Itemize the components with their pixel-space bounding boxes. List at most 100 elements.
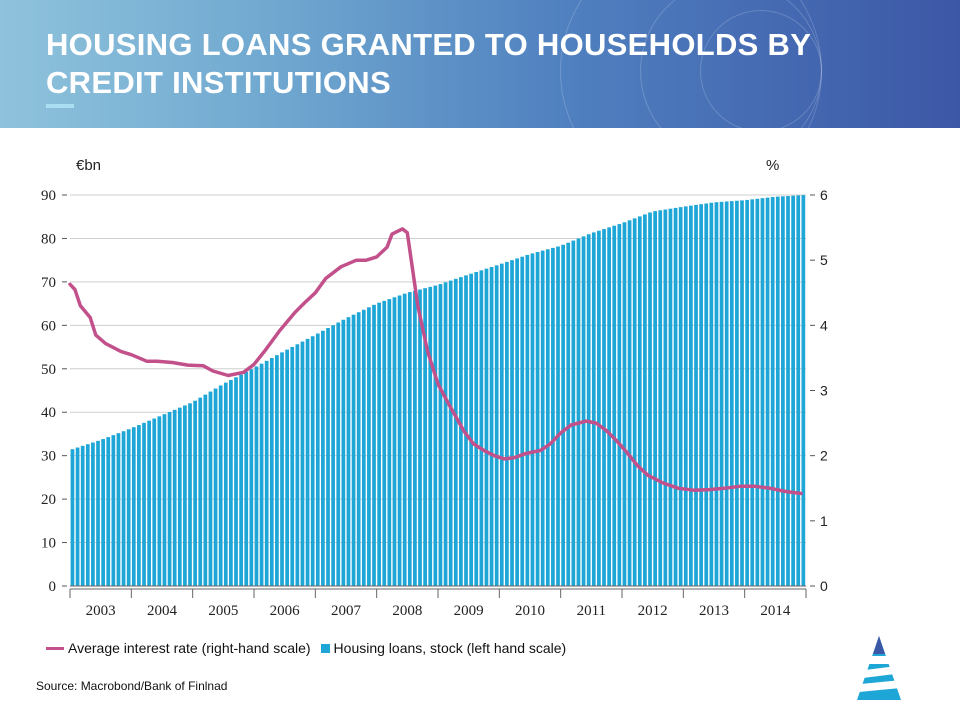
loan-stock-bar bbox=[392, 297, 397, 586]
loan-stock-bar bbox=[402, 293, 407, 586]
axes: 0 10 20 30 40 50 60 70 80 90 0 1 2 3 4 5 6 2003 2004 2005 20… bbox=[41, 187, 828, 619]
loan-stock-bar bbox=[740, 200, 744, 586]
loan-stock-bar bbox=[459, 277, 463, 586]
legend-label-housing-loans: Housing loans, stock (left hand scale) bbox=[333, 640, 567, 656]
loan-stock-bar bbox=[111, 435, 116, 586]
x-tick-label: 2008 bbox=[392, 603, 422, 619]
loan-stock-bar bbox=[377, 302, 381, 586]
x-tick-label: 2013 bbox=[699, 603, 729, 619]
loan-stock-bar bbox=[704, 203, 709, 586]
loan-stock-bar bbox=[801, 195, 806, 586]
line-series bbox=[68, 227, 803, 496]
loan-stock-bar bbox=[315, 333, 320, 586]
loan-stock-bar bbox=[499, 263, 504, 586]
loan-stock-bar bbox=[535, 252, 540, 586]
loan-stock-bar bbox=[372, 304, 376, 586]
loan-stock-bar bbox=[755, 198, 760, 586]
left-axis-unit: €bn bbox=[76, 157, 101, 174]
loan-stock-bar bbox=[658, 210, 663, 587]
bar-series bbox=[70, 195, 806, 587]
loan-stock-bar bbox=[351, 314, 356, 586]
loan-stock-bar bbox=[515, 258, 519, 586]
legend-label-interest-rate: Average interest rate (right-hand scale) bbox=[68, 640, 311, 656]
loan-stock-bar bbox=[627, 220, 632, 586]
loan-stock-bar bbox=[341, 319, 346, 586]
legend-line-swatch bbox=[46, 646, 64, 650]
loan-stock-bar bbox=[407, 292, 412, 586]
loan-stock-bar bbox=[770, 197, 775, 586]
loan-stock-bar bbox=[719, 201, 724, 586]
loan-stock-bar bbox=[545, 249, 550, 586]
x-tick-label: 2012 bbox=[638, 603, 668, 619]
right-tick-label: 2 bbox=[820, 448, 828, 464]
loan-stock-bar bbox=[382, 300, 387, 586]
left-tick-label: 70 bbox=[41, 275, 56, 291]
loan-stock-bar bbox=[300, 341, 305, 586]
x-tick-label: 2006 bbox=[270, 603, 301, 619]
loan-stock-bar bbox=[85, 444, 90, 586]
loan-stock-bar bbox=[643, 214, 647, 586]
loan-stock-bar bbox=[689, 205, 693, 586]
loan-stock-bar bbox=[729, 201, 734, 587]
loan-stock-bar bbox=[137, 425, 141, 586]
loan-stock-bar bbox=[663, 209, 668, 586]
right-tick-label: 0 bbox=[820, 578, 828, 594]
loan-stock-bar bbox=[561, 244, 565, 586]
left-tick-label: 20 bbox=[41, 492, 56, 508]
right-tick-label: 3 bbox=[820, 383, 828, 399]
loan-stock-bar bbox=[653, 211, 657, 586]
loan-stock-bar bbox=[208, 391, 213, 586]
loan-stock-bar bbox=[551, 247, 555, 586]
loan-stock-bar bbox=[264, 360, 269, 586]
right-tick-label: 5 bbox=[820, 252, 828, 268]
loan-stock-bar bbox=[591, 232, 596, 586]
loan-stock-bar bbox=[597, 230, 601, 586]
loan-stock-bar bbox=[126, 429, 131, 586]
loan-stock-bar bbox=[367, 307, 371, 586]
loan-stock-bar bbox=[131, 427, 136, 586]
loan-stock-bar bbox=[453, 278, 458, 586]
loan-stock-bar bbox=[326, 328, 330, 586]
loan-stock-bar bbox=[520, 256, 525, 586]
x-tick-label: 2010 bbox=[515, 603, 545, 619]
interest-rate-line bbox=[68, 227, 803, 496]
loan-stock-bar bbox=[116, 433, 121, 586]
loan-stock-bar bbox=[673, 207, 678, 586]
right-tick-label: 6 bbox=[820, 187, 828, 203]
source-note: Source: Macrobond/Bank of Finlnad bbox=[36, 679, 228, 693]
chart-area: €bn % 0 10 20 30 40 50 60 70 80 90 0 1 2 3 4 5 6 2003 2004… bbox=[41, 157, 828, 619]
loan-stock-bar bbox=[525, 254, 530, 586]
loan-stock-bar bbox=[735, 200, 739, 586]
loan-stock-bar bbox=[157, 416, 162, 586]
loan-stock-bar bbox=[428, 286, 433, 586]
loan-stock-bar bbox=[796, 195, 801, 586]
loan-stock-bar bbox=[223, 382, 228, 586]
loan-stock-bar bbox=[464, 275, 468, 586]
loan-stock-bar bbox=[336, 322, 341, 586]
loan-stock-bar bbox=[305, 338, 310, 586]
loan-stock-bar bbox=[361, 309, 366, 586]
loan-stock-bar bbox=[234, 377, 238, 586]
loan-stock-bar bbox=[91, 442, 95, 586]
loan-stock-bar bbox=[576, 238, 581, 586]
loan-stock-bar bbox=[397, 295, 402, 586]
loan-stock-bar bbox=[556, 246, 560, 586]
loan-stock-bar bbox=[321, 330, 325, 586]
loan-stock-bar bbox=[96, 440, 100, 586]
loan-stock-bar bbox=[101, 439, 105, 586]
legend: Average interest rate (right-hand scale)… bbox=[46, 640, 576, 656]
loan-stock-bar bbox=[121, 431, 126, 586]
loan-stock-bar bbox=[147, 420, 151, 586]
loan-stock-bar bbox=[791, 195, 795, 587]
loan-stock-bar bbox=[433, 285, 438, 586]
loan-stock-bar bbox=[80, 445, 85, 586]
right-axis-unit: % bbox=[766, 157, 779, 174]
legend-item-interest-rate: Average interest rate (right-hand scale) bbox=[46, 640, 311, 656]
right-tick-label: 4 bbox=[820, 317, 828, 333]
loan-stock-bar bbox=[106, 437, 111, 586]
loan-stock-bar bbox=[586, 234, 591, 587]
x-tick-label: 2003 bbox=[86, 603, 116, 619]
loan-stock-bar bbox=[188, 403, 192, 586]
loan-stock-bar bbox=[612, 225, 617, 586]
loan-stock-bar bbox=[275, 355, 279, 586]
